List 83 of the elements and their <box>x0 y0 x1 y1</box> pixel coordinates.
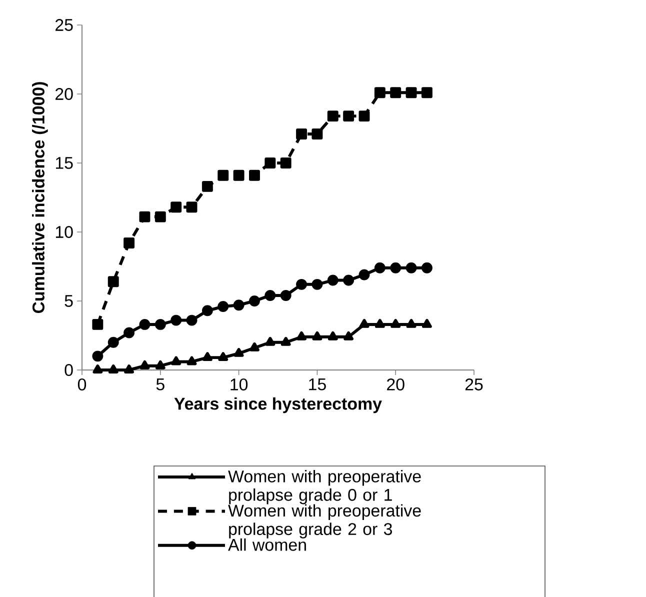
point <box>108 276 119 288</box>
point <box>280 290 292 301</box>
point <box>296 331 306 340</box>
point <box>358 269 370 280</box>
point <box>202 180 213 192</box>
y-axis-title: Cumulative incidence (/1000) <box>32 82 48 314</box>
x-tick-label: 20 <box>387 378 404 390</box>
point <box>264 290 276 301</box>
point <box>170 202 182 213</box>
y-tick-label: 15 <box>56 157 73 169</box>
point <box>202 352 212 362</box>
point <box>249 170 260 181</box>
point <box>421 262 432 274</box>
point <box>280 336 291 346</box>
x-axis-title: Years since hysterectomy <box>174 397 382 414</box>
point <box>171 356 182 366</box>
point <box>327 110 338 122</box>
x-tick-label: 5 <box>156 378 164 390</box>
point <box>406 318 416 328</box>
point <box>296 128 308 140</box>
point <box>280 158 292 168</box>
x-tick-label: 0 <box>78 378 86 390</box>
point <box>312 278 323 290</box>
point <box>139 318 150 330</box>
point <box>234 348 244 357</box>
point <box>265 336 276 346</box>
point <box>170 314 182 326</box>
x-tick-label: 15 <box>309 378 326 390</box>
x-tick-label: 25 <box>465 378 483 390</box>
point <box>390 262 402 274</box>
point <box>124 238 135 249</box>
y-tick-label: 5 <box>64 295 73 307</box>
y-tick-label: 20 <box>56 88 73 100</box>
point <box>374 87 386 98</box>
legend-label: Women with preoperative prolapse grade 0 or 1 <box>228 470 421 504</box>
point <box>374 262 386 274</box>
point <box>421 87 432 98</box>
point <box>202 305 213 316</box>
point <box>139 211 150 222</box>
legend-label: All women <box>228 538 306 551</box>
point <box>108 336 119 348</box>
point <box>155 360 166 370</box>
point <box>154 318 166 330</box>
point <box>406 262 417 274</box>
point <box>218 301 229 312</box>
point <box>312 331 322 340</box>
point <box>186 356 197 366</box>
point <box>359 318 370 328</box>
y-tick-label: 10 <box>56 226 73 238</box>
y-tick-label: 25 <box>56 18 73 31</box>
point <box>218 170 229 181</box>
point <box>186 202 198 213</box>
point <box>264 158 276 168</box>
point <box>218 352 228 362</box>
point <box>390 318 401 328</box>
point <box>422 318 432 328</box>
point <box>124 327 135 338</box>
point <box>374 318 385 328</box>
point <box>140 360 150 370</box>
x-tick-label: 10 <box>230 378 248 390</box>
point <box>296 278 308 290</box>
point <box>327 274 338 286</box>
point <box>249 296 260 306</box>
legend-label: Women with preoperative prolapse grade 2 or 3 <box>228 504 421 538</box>
point <box>312 128 323 140</box>
point <box>92 364 103 374</box>
point <box>154 211 166 222</box>
point <box>233 170 244 181</box>
point <box>328 331 338 340</box>
point <box>250 342 260 352</box>
point <box>233 300 244 311</box>
point <box>344 331 354 340</box>
point <box>406 87 417 98</box>
point <box>124 364 134 374</box>
point <box>390 87 402 98</box>
point <box>92 318 104 330</box>
point <box>343 110 354 122</box>
y-tick-label: 0 <box>64 364 73 376</box>
point <box>343 274 354 286</box>
point <box>92 350 104 362</box>
point <box>186 314 198 326</box>
point <box>108 364 118 374</box>
point <box>358 110 370 122</box>
